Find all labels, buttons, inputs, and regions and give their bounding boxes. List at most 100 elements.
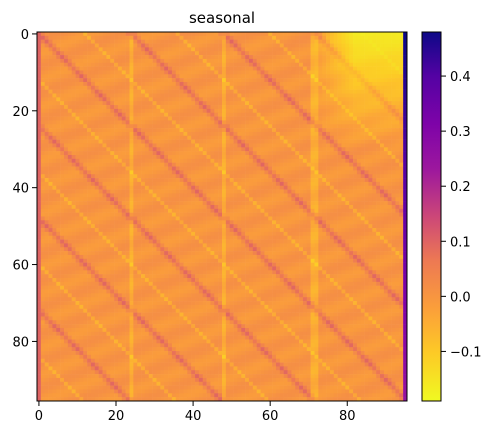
heatmap-cell: [218, 224, 223, 229]
heatmap-cell: [341, 151, 346, 156]
heatmap-cell: [75, 147, 80, 152]
heatmap-cell: [268, 216, 273, 221]
heatmap-cell: [183, 32, 188, 37]
heatmap-cell: [272, 70, 277, 75]
heatmap-cell: [283, 147, 288, 152]
heatmap-cell: [341, 178, 346, 183]
heatmap-cell: [102, 220, 107, 225]
heatmap-cell: [322, 158, 327, 163]
heatmap-cell: [164, 66, 169, 71]
heatmap-cell: [183, 78, 188, 83]
heatmap-cell: [337, 143, 342, 148]
heatmap-cell: [52, 74, 57, 79]
heatmap-cell: [329, 32, 335, 37]
heatmap-cell: [403, 74, 408, 79]
heatmap-cell: [137, 101, 142, 106]
heatmap-cell: [52, 39, 57, 44]
heatmap-cell: [48, 66, 53, 71]
heatmap-cell: [264, 32, 269, 37]
heatmap-cell: [364, 220, 369, 225]
heatmap-cell: [318, 224, 323, 229]
heatmap-cell: [314, 224, 319, 229]
heatmap-cell: [391, 101, 396, 106]
heatmap-cell: [171, 193, 177, 198]
heatmap-cell: [295, 143, 300, 148]
heatmap-cell: [310, 220, 315, 225]
heatmap-cell: [256, 51, 261, 56]
heatmap-cell: [233, 147, 238, 152]
heatmap-cell: [187, 43, 192, 48]
heatmap-cell: [214, 170, 219, 175]
heatmap-cell: [225, 116, 230, 121]
heatmap-cell: [129, 35, 134, 40]
heatmap-cell: [353, 193, 358, 198]
heatmap-cell: [283, 89, 288, 94]
heatmap-cell: [129, 105, 134, 110]
heatmap-cell: [168, 55, 173, 60]
heatmap-cell: [318, 39, 323, 44]
heatmap-cell: [337, 35, 342, 40]
heatmap-cell: [106, 116, 111, 121]
heatmap-cell: [129, 128, 134, 133]
heatmap-cell: [87, 120, 92, 125]
heatmap-cell: [48, 108, 53, 114]
heatmap-cell: [245, 204, 250, 210]
heatmap-cell: [283, 162, 288, 167]
heatmap-cell: [252, 158, 257, 163]
heatmap-cell: [299, 151, 304, 156]
heatmap-cell: [202, 89, 207, 94]
heatmap-cell: [44, 135, 49, 140]
heatmap-cell: [229, 70, 234, 75]
heatmap-cell: [383, 97, 389, 102]
heatmap-cell: [395, 197, 400, 202]
heatmap-cell: [326, 81, 331, 87]
heatmap-cell: [268, 139, 273, 144]
heatmap-cell: [191, 55, 196, 60]
heatmap-cell: [233, 224, 238, 229]
heatmap-cell: [383, 189, 389, 194]
heatmap-cell: [326, 178, 331, 183]
heatmap-cell: [90, 135, 96, 140]
heatmap-cell: [272, 85, 277, 90]
heatmap-cell: [164, 93, 169, 98]
heatmap-cell: [318, 66, 323, 71]
heatmap-cell: [333, 97, 338, 102]
heatmap-cell: [376, 70, 381, 75]
heatmap-cell: [287, 120, 292, 125]
heatmap-cell: [391, 216, 396, 221]
heatmap-cell: [206, 178, 211, 183]
heatmap-cell: [252, 178, 257, 183]
heatmap-cell: [214, 43, 219, 48]
heatmap-cell: [191, 97, 196, 102]
heatmap-cell: [229, 108, 234, 114]
heatmap-cell: [364, 74, 369, 79]
heatmap-cell: [264, 158, 269, 163]
heatmap-cell: [164, 85, 169, 90]
heatmap-cell: [98, 89, 103, 94]
heatmap-cell: [268, 58, 273, 64]
heatmap-cell: [141, 85, 146, 90]
heatmap-cell: [168, 78, 173, 83]
heatmap-cell: [160, 70, 165, 75]
heatmap-cell: [387, 43, 392, 48]
heatmap-cell: [229, 112, 234, 117]
heatmap-cell: [94, 85, 99, 90]
heatmap-cell: [302, 120, 308, 125]
heatmap-cell: [337, 55, 342, 60]
heatmap-cell: [318, 120, 323, 125]
heatmap-cell: [195, 220, 200, 225]
heatmap-cell: [306, 112, 311, 117]
heatmap-cell: [387, 204, 392, 210]
heatmap-cell: [37, 120, 42, 125]
heatmap-cell: [210, 212, 215, 217]
heatmap-cell: [229, 228, 234, 233]
heatmap-cell: [279, 89, 284, 94]
heatmap-cell: [264, 174, 269, 179]
heatmap-cell: [225, 201, 230, 206]
heatmap-cell: [60, 224, 65, 229]
heatmap-cell: [403, 147, 408, 152]
heatmap-cell: [268, 32, 273, 37]
heatmap-cell: [106, 178, 111, 183]
heatmap-cell: [368, 116, 373, 121]
heatmap-cell: [229, 170, 234, 175]
